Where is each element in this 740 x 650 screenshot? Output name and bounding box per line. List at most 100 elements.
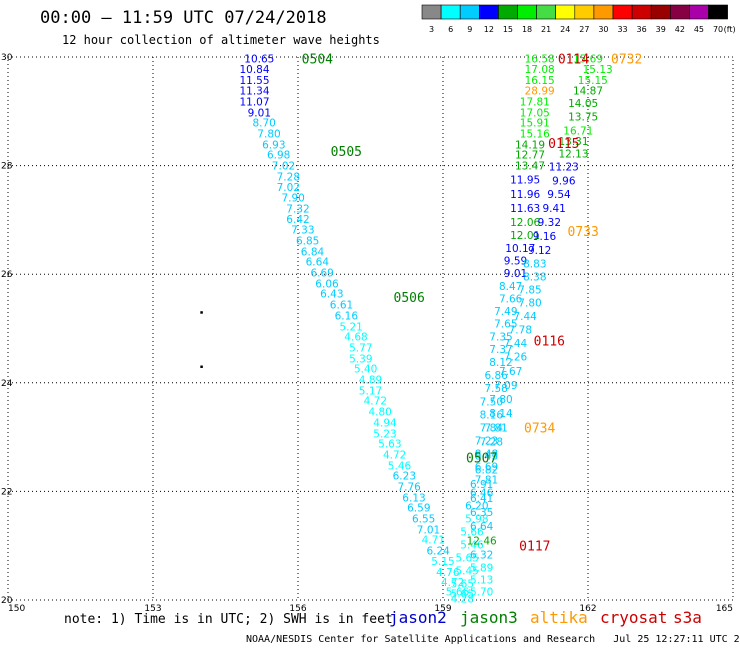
swh-value-altika: 6.91: [470, 479, 493, 491]
swh-value-cryosat: 5.65: [455, 553, 478, 565]
swh-value-cryosat: 8.48: [475, 448, 498, 460]
swh-value-altika: 9.41: [542, 203, 565, 215]
swh-value-jason3: 7.76: [397, 482, 421, 494]
pass-time-label: 0732: [611, 53, 642, 68]
swh-value-jason3: 5.39: [349, 353, 372, 365]
colorbar-label: 6: [448, 25, 453, 34]
swh-value-altika: 7.28: [480, 436, 503, 448]
swh-value-cryosat: 5.98: [465, 514, 488, 526]
colorbar-label: 33: [617, 25, 627, 34]
colorbar-label: 9: [467, 25, 472, 34]
colorbar-swatch: [708, 4, 728, 20]
swh-value-cryosat: 5.45: [455, 566, 478, 578]
swh-value-jason3: 5.17: [359, 385, 382, 397]
swh-value-jason3: 8.70: [252, 118, 275, 130]
swh-value-cryosat: 5.46: [460, 540, 484, 552]
swh-value-altika: 9.54: [547, 189, 571, 201]
swh-value-altika: 6.82: [475, 465, 498, 477]
swh-value-jason3: 4.72: [383, 449, 406, 461]
swh-value-altika: 7.09: [494, 380, 517, 392]
swh-value-cryosat: 9.59: [504, 256, 527, 268]
y-tick-label: 26: [1, 270, 13, 280]
swh-value-jason3: 5.23: [373, 428, 396, 440]
swh-value-jason3: 5.21: [339, 321, 362, 333]
swh-value-cryosat: 7.23: [475, 435, 498, 447]
swh-value-altika: 9.32: [538, 217, 561, 229]
swh-value-altika: 15.13: [583, 64, 613, 76]
swh-value-cryosat: 13.47: [515, 161, 545, 173]
swh-value-cryosat: 8.12: [489, 357, 512, 369]
swh-value-cryosat: 5.66: [460, 527, 484, 539]
swh-value-jason3: 4.89: [359, 375, 382, 387]
swh-value-cryosat: 14.19: [515, 139, 545, 151]
swh-value-cryosat: 7.37: [489, 344, 512, 356]
swh-value-jason3: 6.23: [393, 471, 416, 483]
swh-value-jason3: 5.77: [349, 343, 372, 355]
legend-jason2: jason2: [389, 608, 447, 627]
colorbar-label: 42: [675, 25, 685, 34]
swh-value-jason3: 11.55: [239, 75, 269, 87]
swh-value-cryosat: 5.65: [451, 579, 474, 591]
swh-value-altika: 14.05: [568, 98, 598, 110]
swh-value-jason3: 7.02: [272, 161, 295, 173]
swh-value-jason3: 4.80: [368, 407, 391, 419]
colorbar-swatch: [650, 4, 671, 20]
colorbar-swatch: [669, 4, 690, 20]
swh-value-jason3: 6.84: [301, 246, 325, 258]
swh-value-altika: 7.80: [518, 297, 541, 309]
plot-frame: [7, 56, 734, 601]
swh-value-cryosat: 15.91: [520, 118, 550, 130]
page-title: 00:00 – 11:59 UTC 07/24/2018: [40, 8, 327, 28]
pass-time-label: 0506: [394, 291, 425, 306]
swh-value-jason3: 7.28: [277, 171, 300, 183]
swh-value-jason3: 6.98: [267, 150, 290, 162]
colorbar-swatch: [498, 4, 518, 20]
swh-value-altika: 6.41: [470, 493, 493, 505]
swh-value-cryosat: 10.17: [505, 243, 535, 255]
swh-value-jason3: 6.24: [426, 546, 450, 558]
swh-value-altika: 15.69: [573, 54, 603, 66]
swh-value-cryosat: 7.58: [484, 383, 507, 395]
swh-value-jason3: 4.72: [364, 396, 387, 408]
x-tick-label: 150: [8, 604, 25, 614]
swh-value-cryosat: 5.65: [451, 588, 474, 600]
swh-value-altika: 15.15: [578, 75, 608, 87]
swh-value-altika: 8.43: [475, 451, 498, 463]
colorbar-label: 24: [560, 25, 570, 34]
x-tick-label: 162: [579, 604, 596, 614]
swh-value-altika: 11.23: [549, 162, 579, 174]
swh-value-jason3: 4.94: [373, 417, 397, 429]
swh-value-cryosat: 7.65: [494, 319, 517, 331]
swh-value-jason3: 7.01: [417, 524, 440, 536]
swh-value-jason3: 4.68: [344, 332, 367, 344]
swh-value-cryosat: 11.63: [510, 203, 540, 215]
swh-value-altika: 5.13: [470, 574, 493, 586]
swh-value-altika: 7.85: [518, 284, 541, 296]
swh-value-altika: 7.67: [499, 366, 522, 378]
swh-value-jason3: 11.34: [239, 86, 269, 98]
swh-value-cryosat: 17.81: [520, 97, 550, 109]
pass-time-label: 0733: [568, 225, 599, 240]
swh-value-cryosat: 7.50: [480, 396, 503, 408]
colorbar-swatch: [612, 4, 633, 20]
swh-value-jason3: 6.61: [330, 300, 353, 312]
colorbar-swatch: [478, 4, 499, 20]
colorbar-label: 15: [503, 25, 513, 34]
swh-value-cryosat: 16.15: [525, 75, 555, 87]
swh-value-jason3: 5.15: [431, 556, 454, 568]
swh-value-altika: 14.87: [573, 86, 603, 98]
pass-time-label: 0734: [524, 421, 555, 436]
swh-value-cryosat: 8.47: [499, 281, 522, 293]
x-tick-label: 165: [716, 604, 733, 614]
swh-value-altika: 7.78: [509, 325, 532, 337]
swh-value-altika: 7.44: [513, 311, 537, 323]
y-tick-label: 28: [1, 162, 13, 172]
swh-value-jason3: 6.06: [315, 278, 339, 290]
swh-value-altika: 13.31: [558, 136, 588, 148]
swh-value-jason3: 5.63: [378, 439, 401, 451]
swh-value-cryosat: 7.84: [480, 422, 504, 434]
legend-jason3: jason3: [460, 608, 518, 627]
location-marker: [200, 311, 203, 314]
colorbar-swatch: [555, 4, 576, 20]
swh-value-cryosat: 12.06: [510, 217, 540, 229]
